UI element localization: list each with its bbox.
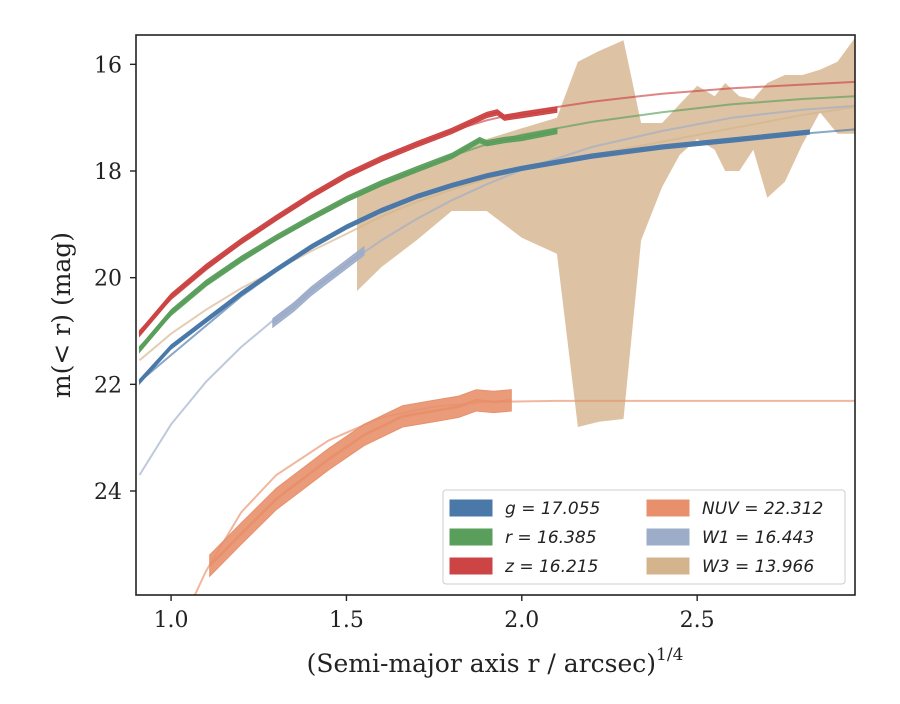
- legend-label-r: r = 16.385: [505, 528, 597, 548]
- series-z-profile-line: [138, 108, 558, 335]
- legend-label-w3: W3 = 13.966: [702, 557, 814, 577]
- legend-items: g = 17.055 NUV = 22.312 r = 16.385 W1 = 16.…: [449, 499, 823, 577]
- series-w1-profile-line: [272, 249, 365, 325]
- y-tick-label: 24: [94, 480, 122, 505]
- y-tick-label: 18: [94, 160, 122, 185]
- legend-swatch-z: [449, 557, 493, 575]
- x-axis-ticks: 1.0 1.5 2.0 2.5: [154, 595, 715, 633]
- x-axis-label-superscript: 1/4: [656, 645, 683, 665]
- y-tick-label: 16: [94, 53, 122, 78]
- legend-label-g: g = 17.055: [505, 499, 600, 519]
- series-g-profile-line: [138, 130, 810, 383]
- y-tick-label: 20: [94, 267, 122, 292]
- legend-frame: [442, 489, 846, 585]
- x-tick-label: 1.5: [329, 608, 364, 633]
- legend: g = 17.055 NUV = 22.312 r = 16.385 W1 = 16.…: [442, 489, 846, 585]
- series-w1-fit-line: [138, 104, 855, 476]
- x-tick-label: 1.0: [154, 608, 189, 633]
- y-axis-label: m(< r) (mag): [47, 232, 76, 398]
- y-tick-label: 22: [94, 373, 122, 398]
- x-tick-label: 2.5: [680, 608, 715, 633]
- plot-frame: [135, 34, 856, 596]
- series-w3-fit-line: [138, 106, 855, 362]
- plot-area: [138, 37, 855, 595]
- legend-label-z: z = 16.215: [504, 557, 598, 577]
- y-axis-ticks: 16 18 20 22 24: [94, 53, 136, 505]
- series-z-profile-band: [139, 106, 558, 338]
- series-nuv-profile-band: [209, 389, 512, 578]
- legend-label-w1: W1 = 16.443: [702, 528, 814, 548]
- x-tick-label: 2.0: [504, 608, 539, 633]
- legend-label-nuv: NUV = 22.312: [702, 499, 823, 519]
- series-r-profile-band: [139, 127, 558, 354]
- legend-swatch-nuv: [646, 499, 690, 517]
- legend-swatch-w1: [646, 528, 690, 546]
- x-axis-label-main: (Semi-major axis r / arcsec): [307, 649, 656, 678]
- legend-swatch-g: [449, 499, 493, 517]
- legend-swatch-r: [449, 528, 493, 546]
- legend-swatch-w3: [646, 557, 690, 575]
- x-axis-label: (Semi-major axis r / arcsec)1/4: [307, 645, 684, 678]
- series-r-profile-line: [138, 129, 558, 351]
- series-g-profile-band: [139, 129, 810, 386]
- series-w3-band: [357, 37, 855, 427]
- series-nuv-profile-line: [208, 398, 512, 567]
